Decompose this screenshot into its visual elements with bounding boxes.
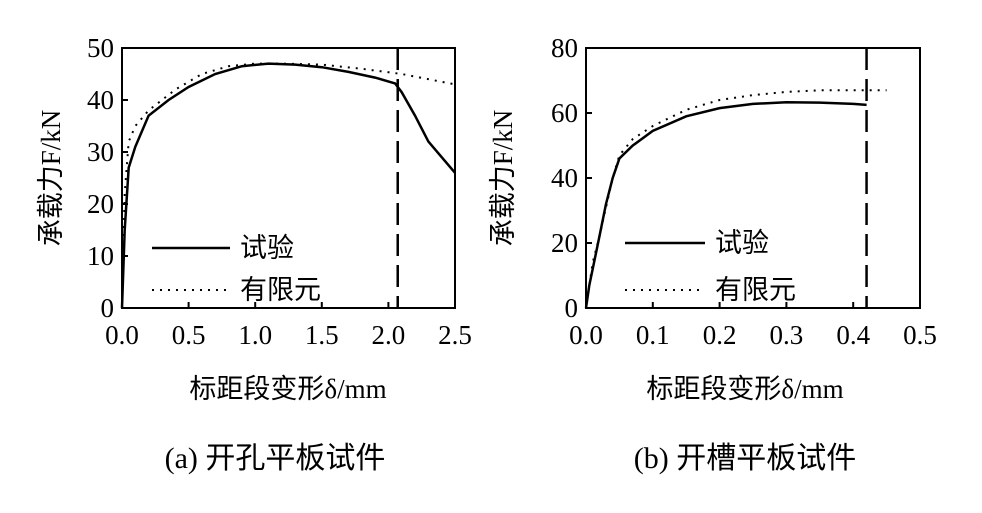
y-tick-label: 30 [87,137,114,167]
panel-a-legend-fem-label: 有限元 [240,275,321,305]
panel-b-y-axis-label: 承载力F/kN [488,110,518,247]
y-tick-label: 80 [551,33,578,63]
panel-a-x-ticks: 0.0 0.5 1.0 1.5 2.0 2.5 [105,302,472,350]
panel-a-legend: 试验 有限元 [152,233,321,305]
x-tick-label: 2.0 [372,320,406,350]
x-tick-label: 0.0 [569,320,603,350]
panel-b: 0 20 40 60 80 0.0 0.1 0.2 0.3 0.4 0.5 试验 有限元 承载力F… [488,33,937,475]
panel-b-series-fem-line [585,89,887,309]
y-tick-label: 40 [87,85,114,115]
panel-b-y-ticks: 0 20 40 60 80 [551,33,592,323]
panel-a-x-axis-label: 标距段变形δ/mm [189,374,386,404]
panel-a-series-test-line [120,62,456,309]
y-tick-label: 40 [551,163,578,193]
x-tick-label: 1.0 [238,320,272,350]
panel-b-caption: (b) 开槽平板试件 [634,442,856,475]
x-tick-label: 2.5 [438,320,472,350]
panel-a-y-axis-label: 承载力F/kN [36,110,66,247]
panel-b-plot-area [585,47,921,309]
panel-a-caption: (a) 开孔平板试件 [165,442,386,475]
x-tick-label: 1.5 [305,320,339,350]
panel-b-legend-test-label: 试验 [715,228,769,258]
panel-a-legend-test-label: 试验 [240,233,294,263]
y-tick-label: 0 [101,293,115,323]
panel-b-legend: 试验 有限元 [625,228,796,305]
x-tick-label: 0.5 [172,320,206,350]
panel-a-series-fem-line [121,62,456,309]
x-tick-label: 0.5 [903,320,937,350]
panel-a-plot-area [121,47,456,309]
y-tick-label: 0 [565,293,579,323]
panel-b-legend-fem-label: 有限元 [715,275,796,305]
x-tick-label: 0.4 [836,320,870,350]
panel-b-x-axis-label: 标距段变形δ/mm [646,374,843,404]
x-tick-label: 0.0 [105,320,139,350]
y-tick-label: 10 [87,241,114,271]
x-tick-label: 0.2 [703,320,737,350]
y-tick-label: 60 [551,98,578,128]
y-tick-label: 20 [87,189,114,219]
y-tick-label: 50 [87,33,114,63]
panel-a: 0 10 20 30 40 50 0.0 0.5 1.0 1.5 2.0 2.5 试验 有限元 承载… [36,33,472,475]
y-tick-label: 20 [551,228,578,258]
panel-b-x-ticks: 0.0 0.1 0.2 0.3 0.4 0.5 [569,302,937,350]
x-tick-label: 0.1 [636,320,670,350]
panel-a-y-ticks: 0 10 20 30 40 50 [87,33,128,323]
x-tick-label: 0.3 [770,320,804,350]
